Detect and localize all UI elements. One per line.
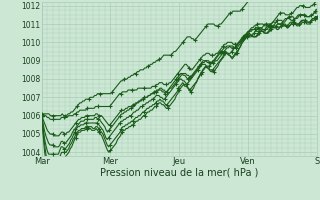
X-axis label: Pression niveau de la mer( hPa ): Pression niveau de la mer( hPa ): [100, 168, 258, 178]
